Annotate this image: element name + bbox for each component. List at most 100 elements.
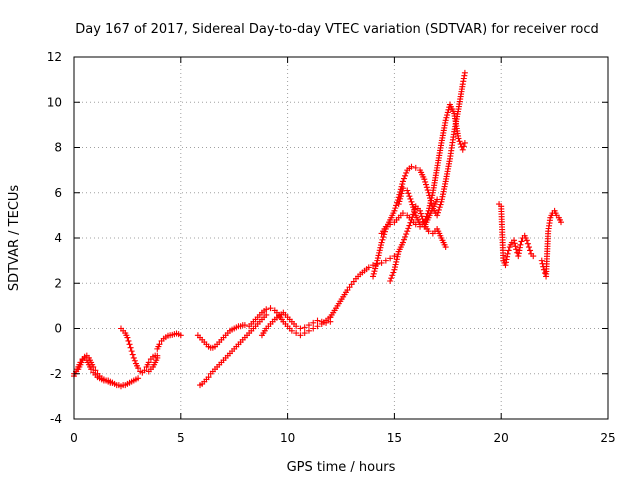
series-5 [194, 322, 248, 351]
data-point [405, 225, 412, 232]
data-point [305, 327, 312, 334]
data-point [370, 262, 377, 269]
y-tick-label: 8 [54, 141, 62, 155]
data-point [512, 243, 519, 250]
data-point [408, 163, 415, 170]
data-point [387, 255, 394, 262]
data-point [523, 237, 530, 244]
data-point [318, 318, 325, 325]
series-6 [197, 311, 270, 389]
series-4 [154, 330, 184, 352]
data-point [435, 206, 442, 213]
data-point [135, 375, 142, 382]
series-8 [258, 309, 334, 339]
data-point [131, 357, 138, 364]
data-point [135, 365, 142, 372]
data-point [434, 209, 441, 216]
data-point [141, 367, 148, 374]
data-point [377, 242, 384, 249]
chart-title: Day 167 of 2017, Sidereal Day-to-day VTE… [75, 22, 599, 37]
data-point [456, 138, 463, 145]
data-point [372, 262, 379, 269]
data-point [388, 275, 395, 282]
data-point [301, 324, 308, 331]
data-point [405, 190, 412, 197]
series-3 [145, 354, 161, 375]
data-point [429, 192, 436, 199]
data-point [382, 223, 389, 230]
data-point [504, 250, 511, 257]
data-point [437, 201, 444, 208]
data-point [513, 246, 520, 253]
series-14 [496, 201, 537, 269]
data-point [401, 236, 408, 243]
data-point [387, 221, 394, 228]
data-point [374, 255, 381, 262]
data-point [301, 330, 308, 337]
data-point [399, 185, 406, 192]
data-point [423, 181, 430, 188]
data-point [92, 367, 99, 374]
series-12 [387, 203, 449, 284]
data-point [90, 363, 97, 370]
data-point [399, 239, 406, 246]
data-point [418, 213, 425, 220]
data-point [376, 247, 383, 254]
data-point [392, 264, 399, 271]
x-tick-label: 0 [70, 431, 78, 445]
data-point [427, 200, 434, 207]
series-2 [117, 325, 161, 376]
data-point [426, 202, 433, 209]
data-point [517, 241, 524, 248]
data-point [154, 354, 161, 361]
data-point [444, 109, 451, 116]
data-point [305, 322, 312, 329]
data-point [428, 197, 435, 204]
y-tick-label: 2 [54, 276, 62, 290]
data-point [314, 317, 321, 324]
x-tick-label: 20 [494, 431, 509, 445]
data-point [365, 264, 372, 271]
data-point [375, 252, 382, 259]
data-point [461, 139, 468, 146]
data-point [401, 175, 408, 182]
data-point [371, 268, 378, 275]
data-points-layer [71, 69, 565, 390]
data-point [130, 354, 137, 361]
data-point [396, 198, 403, 205]
data-point [402, 172, 409, 179]
data-point [417, 210, 424, 217]
data-point [442, 244, 449, 251]
data-point [393, 258, 400, 265]
data-point [407, 219, 414, 226]
data-point [408, 198, 415, 205]
x-tick-label: 5 [177, 431, 185, 445]
data-point [241, 322, 248, 329]
y-tick-label: 4 [54, 231, 62, 245]
data-point [524, 240, 531, 247]
data-point [125, 337, 132, 344]
data-point [410, 204, 417, 211]
data-point [421, 176, 428, 183]
data-point [126, 341, 133, 348]
y-tick-label: 10 [47, 95, 62, 109]
x-tick-label: 15 [387, 431, 402, 445]
y-tick-label: -4 [50, 412, 62, 426]
data-point [436, 204, 443, 211]
data-point [387, 277, 394, 284]
data-point [443, 114, 450, 121]
series-1 [71, 352, 116, 386]
data-point [393, 202, 400, 209]
x-axis-label: GPS time / hours [287, 460, 396, 475]
data-point [314, 323, 321, 330]
data-point [288, 327, 295, 334]
data-point [380, 234, 387, 241]
data-point [372, 265, 379, 272]
data-point [399, 181, 406, 188]
data-point [395, 251, 402, 258]
data-point [392, 205, 399, 212]
data-point [297, 332, 304, 339]
data-point [525, 244, 532, 251]
